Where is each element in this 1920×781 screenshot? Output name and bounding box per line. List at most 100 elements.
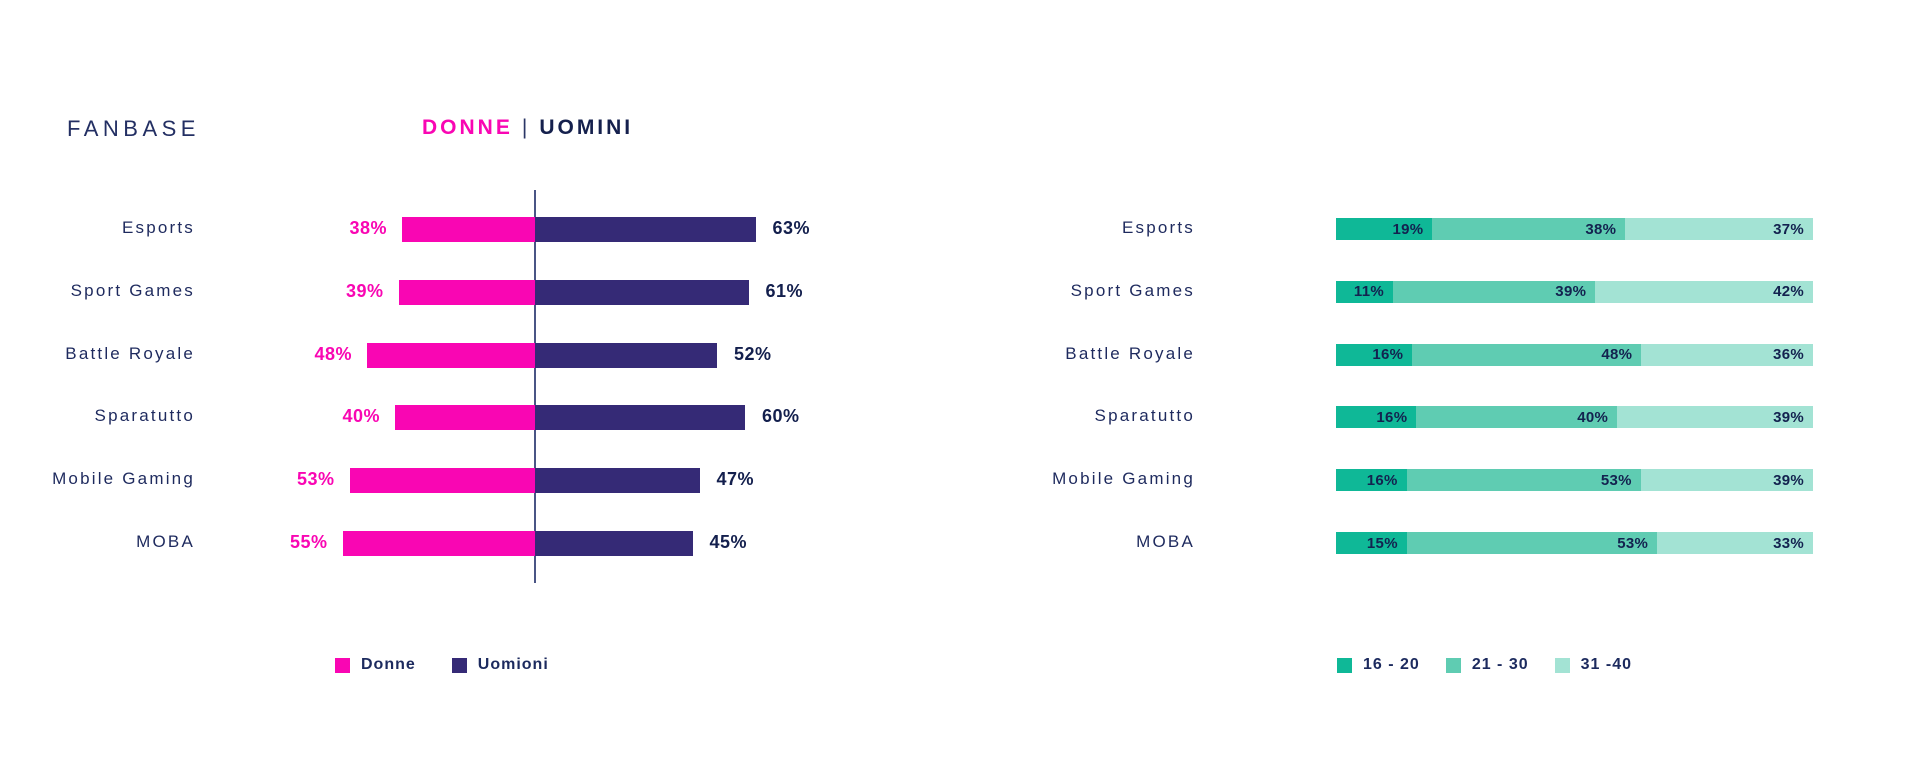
- category-label: Esports: [1121, 218, 1195, 237]
- gender-chart-title-donne: DONNE: [422, 116, 513, 139]
- stacked-bar: 16% 48% 36%: [1336, 343, 1813, 366]
- segment-value-label: 39%: [1773, 408, 1805, 426]
- category-label: Battle Royale: [1065, 343, 1195, 363]
- center-axis-line: [534, 190, 536, 583]
- segment-value-label: 39%: [1773, 471, 1804, 489]
- donne-value-label: 55%: [289, 532, 328, 552]
- uomini-value-label: 47%: [716, 469, 755, 490]
- segment-value-label: 48%: [1601, 346, 1633, 364]
- legend-label: 16 - 20: [1363, 656, 1420, 673]
- legend-label: Donne: [361, 656, 416, 673]
- uomini-value-label: 45%: [709, 532, 748, 552]
- bar-segment: 39%: [1617, 406, 1814, 429]
- bar-segment: 16%: [1336, 343, 1413, 366]
- category-label: Sport Games: [70, 280, 195, 300]
- bar-segment: 53%: [1406, 469, 1641, 492]
- bar-segment: 40%: [1416, 406, 1618, 429]
- category-label: Sport Games: [1070, 280, 1195, 300]
- segment-value-label: 40%: [1577, 408, 1609, 426]
- segment-value-label: 11%: [1353, 283, 1385, 301]
- legend-item: 16 - 20: [1337, 656, 1420, 674]
- legend-item: Uomioni: [451, 656, 549, 674]
- donne-bar: [367, 342, 535, 368]
- segment-value-label: 19%: [1392, 220, 1424, 238]
- uomini-bar: [535, 468, 700, 494]
- uomini-bar: [535, 217, 756, 242]
- bar-segment: 42%: [1595, 280, 1813, 303]
- segment-value-label: 39%: [1555, 283, 1587, 301]
- bar-segment: 36%: [1641, 343, 1813, 366]
- bar-segment: 11%: [1336, 280, 1394, 303]
- stacked-bar: 16% 40% 39%: [1336, 406, 1814, 429]
- donne-bar: [395, 405, 535, 431]
- uomini-value-label: 61%: [765, 280, 804, 301]
- segment-value-label: 53%: [1617, 534, 1649, 552]
- uomini-value-label: 52%: [734, 343, 772, 364]
- segment-value-label: 16%: [1372, 346, 1404, 364]
- donne-value-label: 53%: [296, 469, 335, 490]
- bar-segment: 37%: [1625, 218, 1813, 240]
- segment-value-label: 16%: [1376, 408, 1408, 426]
- gender-legend: Donne Uomioni: [335, 656, 549, 674]
- bar-segment: 33%: [1657, 532, 1813, 554]
- legend-label: 31 -40: [1580, 656, 1632, 673]
- legend-swatch: [335, 657, 350, 673]
- category-label: MOBA: [136, 532, 195, 551]
- segment-value-label: 42%: [1773, 283, 1804, 301]
- bar-segment: 16%: [1336, 406, 1417, 429]
- legend-swatch: [1337, 657, 1352, 673]
- category-label: MOBA: [1136, 532, 1195, 551]
- uomini-value-label: 60%: [762, 406, 800, 427]
- uomini-bar: [535, 279, 749, 305]
- bar-segment: 16%: [1336, 469, 1407, 492]
- donne-value-label: 38%: [349, 218, 387, 238]
- segment-value-label: 15%: [1366, 534, 1398, 552]
- stacked-bar: 11% 39% 42%: [1336, 280, 1813, 303]
- legend-item: 31 -40: [1554, 656, 1632, 674]
- donne-value-label: 40%: [342, 406, 380, 427]
- age-legend: 16 - 20 21 - 30 31 -40: [1337, 656, 1632, 674]
- bar-segment: 15%: [1336, 532, 1407, 554]
- uomini-value-label: 63%: [772, 218, 811, 238]
- legend-label: Uomioni: [477, 656, 549, 673]
- gender-chart-title-separator: |: [521, 116, 531, 139]
- gender-chart-title: DONNE | UOMINI: [422, 116, 633, 140]
- stacked-bar: 16% 53% 39%: [1336, 469, 1813, 492]
- bar-segment: 39%: [1640, 469, 1813, 492]
- segment-value-label: 33%: [1773, 534, 1804, 552]
- bar-segment: 19%: [1336, 218, 1433, 240]
- bar-segment: 38%: [1432, 218, 1626, 240]
- donne-bar: [402, 217, 535, 242]
- legend-item: 21 - 30: [1445, 656, 1529, 674]
- bar-segment: 53%: [1406, 532, 1658, 554]
- legend-label: 21 - 30: [1471, 656, 1529, 673]
- category-label: Sparatutto: [1094, 406, 1195, 426]
- donne-value-label: 48%: [314, 343, 352, 364]
- legend-swatch: [1445, 657, 1461, 673]
- donne-bar: [349, 468, 535, 494]
- category-label: Sparatutto: [94, 406, 195, 426]
- segment-value-label: 16%: [1366, 471, 1398, 489]
- stacked-bar: 15% 53% 33%: [1336, 532, 1813, 554]
- page-title: FANBASE: [67, 116, 200, 141]
- segment-value-label: 37%: [1773, 220, 1804, 238]
- bar-segment: 39%: [1393, 280, 1596, 303]
- donne-bar: [398, 279, 535, 305]
- bar-segment: 48%: [1412, 343, 1642, 366]
- donne-bar: [342, 531, 535, 556]
- gender-chart-title-uomini: UOMINI: [539, 116, 634, 139]
- category-label: Mobile Gaming: [52, 469, 195, 489]
- category-label: Esports: [121, 218, 195, 237]
- uomini-bar: [535, 531, 693, 556]
- legend-swatch: [1554, 657, 1570, 673]
- stacked-bar: 19% 38% 37%: [1336, 218, 1813, 240]
- segment-value-label: 53%: [1600, 471, 1632, 489]
- legend-swatch: [451, 657, 467, 673]
- donne-value-label: 39%: [345, 280, 384, 301]
- legend-item: Donne: [335, 656, 416, 674]
- segment-value-label: 36%: [1773, 346, 1804, 364]
- category-label: Battle Royale: [65, 343, 195, 363]
- category-label: Mobile Gaming: [1052, 469, 1195, 489]
- uomini-bar: [535, 405, 745, 431]
